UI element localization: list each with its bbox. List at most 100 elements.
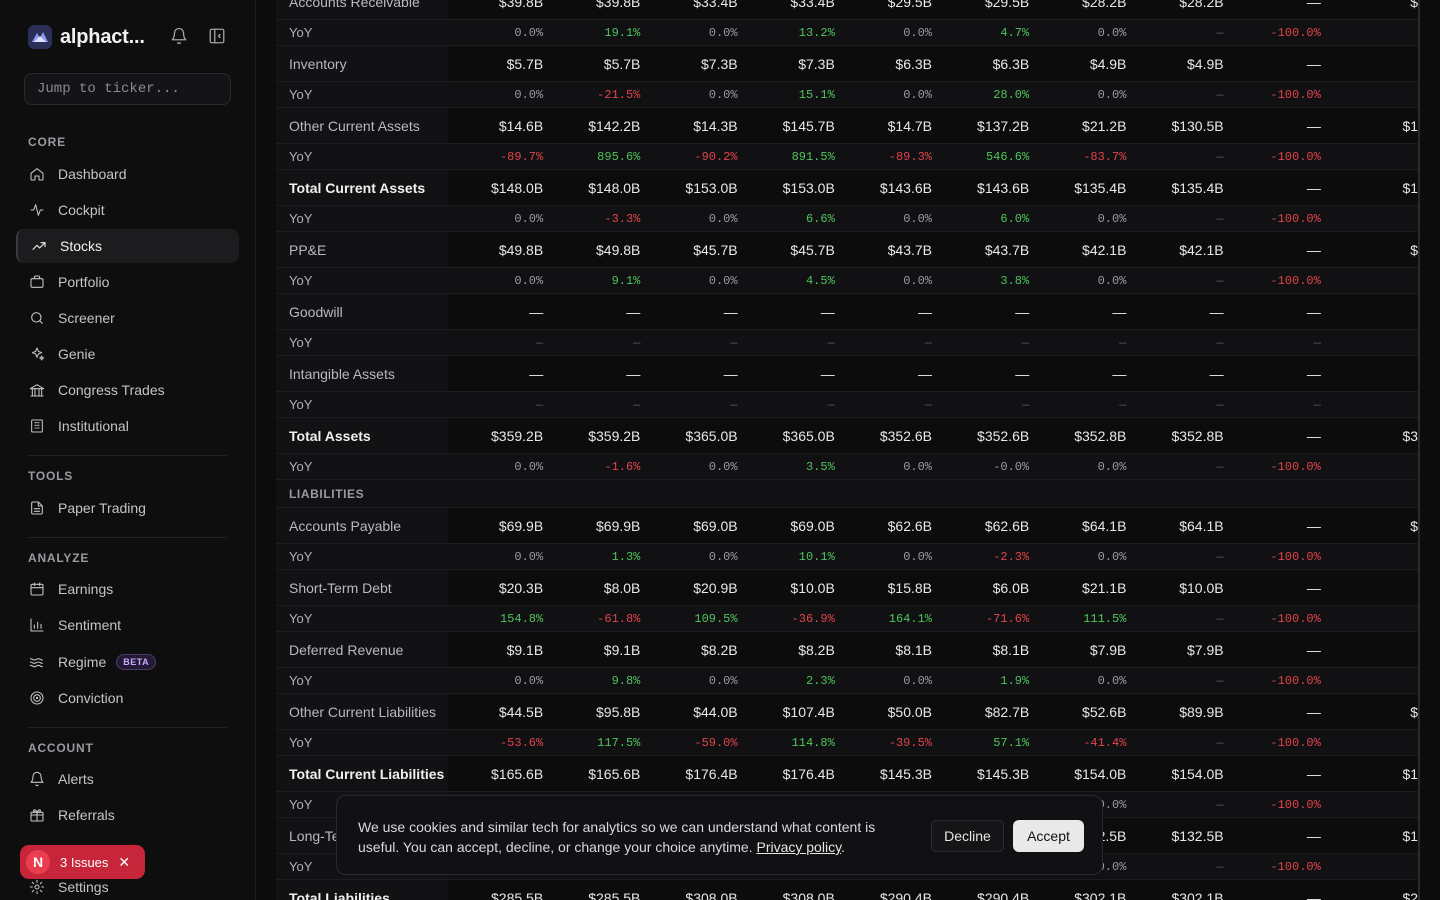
close-icon[interactable]: ✕ bbox=[118, 853, 131, 870]
sidebar-item-institutional[interactable]: Institutional bbox=[16, 409, 239, 443]
privacy-policy-link[interactable]: Privacy policy bbox=[756, 839, 842, 855]
row-label: YoY bbox=[276, 144, 448, 169]
table-cell: $135.4B bbox=[1171, 179, 1224, 196]
table-cell: -100.0% bbox=[1270, 797, 1321, 812]
row-label: Inventory bbox=[276, 46, 448, 81]
sparkles-icon bbox=[28, 345, 46, 363]
table-cell: $15.8B bbox=[887, 579, 932, 596]
sidebar-item-label: Settings bbox=[58, 879, 109, 895]
row-label: YoY bbox=[276, 20, 448, 45]
table-cell: 891.5% bbox=[791, 149, 835, 164]
table-cell: $1 bbox=[1402, 117, 1419, 134]
section-header: LIABILITIES bbox=[276, 480, 1420, 508]
yoy-row: YoY 0.0% 19.1% 0.0% 13.2% 0.0% 4.7% 0.0% — -100.0… bbox=[276, 20, 1420, 46]
table-cell: $8.2B bbox=[701, 641, 738, 658]
ticker-search-input[interactable]: Jump to ticker... bbox=[24, 73, 231, 105]
accept-button[interactable]: Accept bbox=[1013, 820, 1084, 852]
table-cell: 19.1% bbox=[604, 25, 641, 40]
table-cell: — bbox=[1216, 797, 1224, 812]
table-cell: — bbox=[1306, 889, 1321, 900]
yoy-row: YoY -89.7% 895.6% -90.2% 891.5% -89.3% 546.6% -… bbox=[276, 144, 1420, 170]
sidebar-toggle-icon[interactable] bbox=[208, 27, 226, 45]
sidebar-item-referrals[interactable]: Referrals bbox=[16, 798, 239, 832]
gift-icon bbox=[28, 806, 46, 824]
table-cell: — bbox=[1313, 397, 1321, 412]
table-cell: — bbox=[827, 397, 835, 412]
table-cell: — bbox=[529, 303, 544, 320]
table-cell: $145.3B bbox=[879, 765, 932, 782]
sidebar-item-alerts[interactable]: Alerts bbox=[16, 762, 239, 796]
table-cell: 0.0% bbox=[1097, 673, 1127, 688]
table-row: PP&E $49.8B $49.8B $45.7B $45.7B $43.7B $43.7B… bbox=[276, 232, 1420, 268]
table-cell: $132.5B bbox=[1171, 827, 1224, 844]
issues-badge[interactable]: N 3 Issues ✕ bbox=[20, 845, 145, 879]
table-cell: $7.3B bbox=[798, 55, 835, 72]
table-cell: $359.2B bbox=[491, 427, 544, 444]
table-cell: $ bbox=[1410, 703, 1419, 720]
table-cell: — bbox=[535, 335, 544, 350]
table-cell: $302.1B bbox=[1171, 889, 1224, 900]
table-cell: — bbox=[1216, 25, 1224, 40]
scrollbar[interactable] bbox=[1418, 0, 1420, 900]
table-row: Total Current Liabilities $165.6B $165.6B $… bbox=[276, 756, 1420, 792]
sidebar-item-sentiment[interactable]: Sentiment bbox=[16, 608, 239, 642]
table-cell: — bbox=[1209, 365, 1224, 382]
yoy-row: YoY 0.0% 9.8% 0.0% 2.3% 0.0% 1.9% 0.0% — -100.0% bbox=[276, 668, 1420, 694]
table-cell: $14.3B bbox=[693, 117, 738, 134]
sidebar-item-paper-trading[interactable]: Paper Trading bbox=[16, 491, 239, 525]
table-cell: — bbox=[633, 335, 641, 350]
table-cell: 0.0% bbox=[708, 549, 738, 564]
table-cell: — bbox=[1313, 335, 1321, 350]
table-cell: 0.0% bbox=[514, 459, 544, 474]
table-cell: — bbox=[1015, 365, 1030, 382]
table-cell: 6.6% bbox=[805, 211, 835, 226]
table-cell: — bbox=[918, 303, 932, 320]
table-cell: $8.1B bbox=[992, 641, 1030, 658]
table-cell: — bbox=[1022, 397, 1030, 412]
sidebar-item-stocks[interactable]: Stocks bbox=[16, 229, 239, 263]
sidebar-item-settings[interactable]: Settings bbox=[16, 870, 239, 900]
search-placeholder: Jump to ticker... bbox=[37, 81, 180, 97]
table-cell: 2.3% bbox=[805, 673, 835, 688]
sidebar-item-dashboard[interactable]: Dashboard bbox=[16, 157, 239, 191]
sidebar-item-label: Institutional bbox=[58, 418, 129, 434]
table-cell: -100.0% bbox=[1270, 25, 1321, 40]
table-cell: $8.0B bbox=[603, 579, 641, 596]
decline-button[interactable]: Decline bbox=[931, 820, 1004, 852]
yoy-row: YoY 0.0% -1.6% 0.0% 3.5% 0.0% -0.0% 0.0% — -100.0… bbox=[276, 454, 1420, 480]
table-cell: -100.0% bbox=[1270, 87, 1321, 102]
table-cell: $69.0B bbox=[790, 517, 835, 534]
table-cell: — bbox=[1216, 859, 1224, 874]
table-cell: — bbox=[1216, 87, 1224, 102]
table-cell: $137.2B bbox=[977, 117, 1030, 134]
table-cell: $145.7B bbox=[782, 117, 835, 134]
sidebar-item-cockpit[interactable]: Cockpit bbox=[16, 193, 239, 227]
table-cell: — bbox=[918, 365, 932, 382]
sidebar-item-conviction[interactable]: Conviction bbox=[16, 681, 239, 715]
sidebar-item-regime[interactable]: Regime BETA bbox=[16, 645, 239, 679]
table-cell: 0.0% bbox=[1097, 549, 1127, 564]
table-cell: — bbox=[1119, 335, 1127, 350]
sidebar-item-congress-trades[interactable]: Congress Trades bbox=[16, 373, 239, 407]
table-cell: $7.9B bbox=[1089, 641, 1127, 658]
table-cell: $20.3B bbox=[498, 579, 544, 596]
sidebar-item-genie[interactable]: Genie bbox=[16, 337, 239, 371]
table-cell: $290.4B bbox=[977, 889, 1030, 900]
bell-icon[interactable] bbox=[170, 27, 188, 45]
table-cell: 0.0% bbox=[1097, 459, 1127, 474]
table-cell: $ bbox=[1410, 0, 1419, 10]
brand[interactable]: alphact... bbox=[28, 24, 145, 50]
sidebar-item-label: Sentiment bbox=[58, 617, 122, 633]
sidebar-item-label: Cockpit bbox=[58, 202, 105, 218]
sidebar-item-screener[interactable]: Screener bbox=[16, 301, 239, 335]
sidebar-item-portfolio[interactable]: Portfolio bbox=[16, 265, 239, 299]
row-label: Intangible Assets bbox=[276, 356, 448, 391]
table-cell: $1 bbox=[1402, 765, 1419, 782]
table-cell: $176.4B bbox=[782, 765, 835, 782]
table-cell: — bbox=[723, 365, 738, 382]
table-cell: $352.6B bbox=[977, 427, 1030, 444]
table-row: Accounts Receivable $39.8B $39.8B $33.4B $33… bbox=[276, 0, 1420, 20]
sidebar-item-earnings[interactable]: Earnings bbox=[16, 572, 239, 606]
table-cell: 154.8% bbox=[499, 611, 544, 626]
bell-icon bbox=[28, 770, 46, 788]
